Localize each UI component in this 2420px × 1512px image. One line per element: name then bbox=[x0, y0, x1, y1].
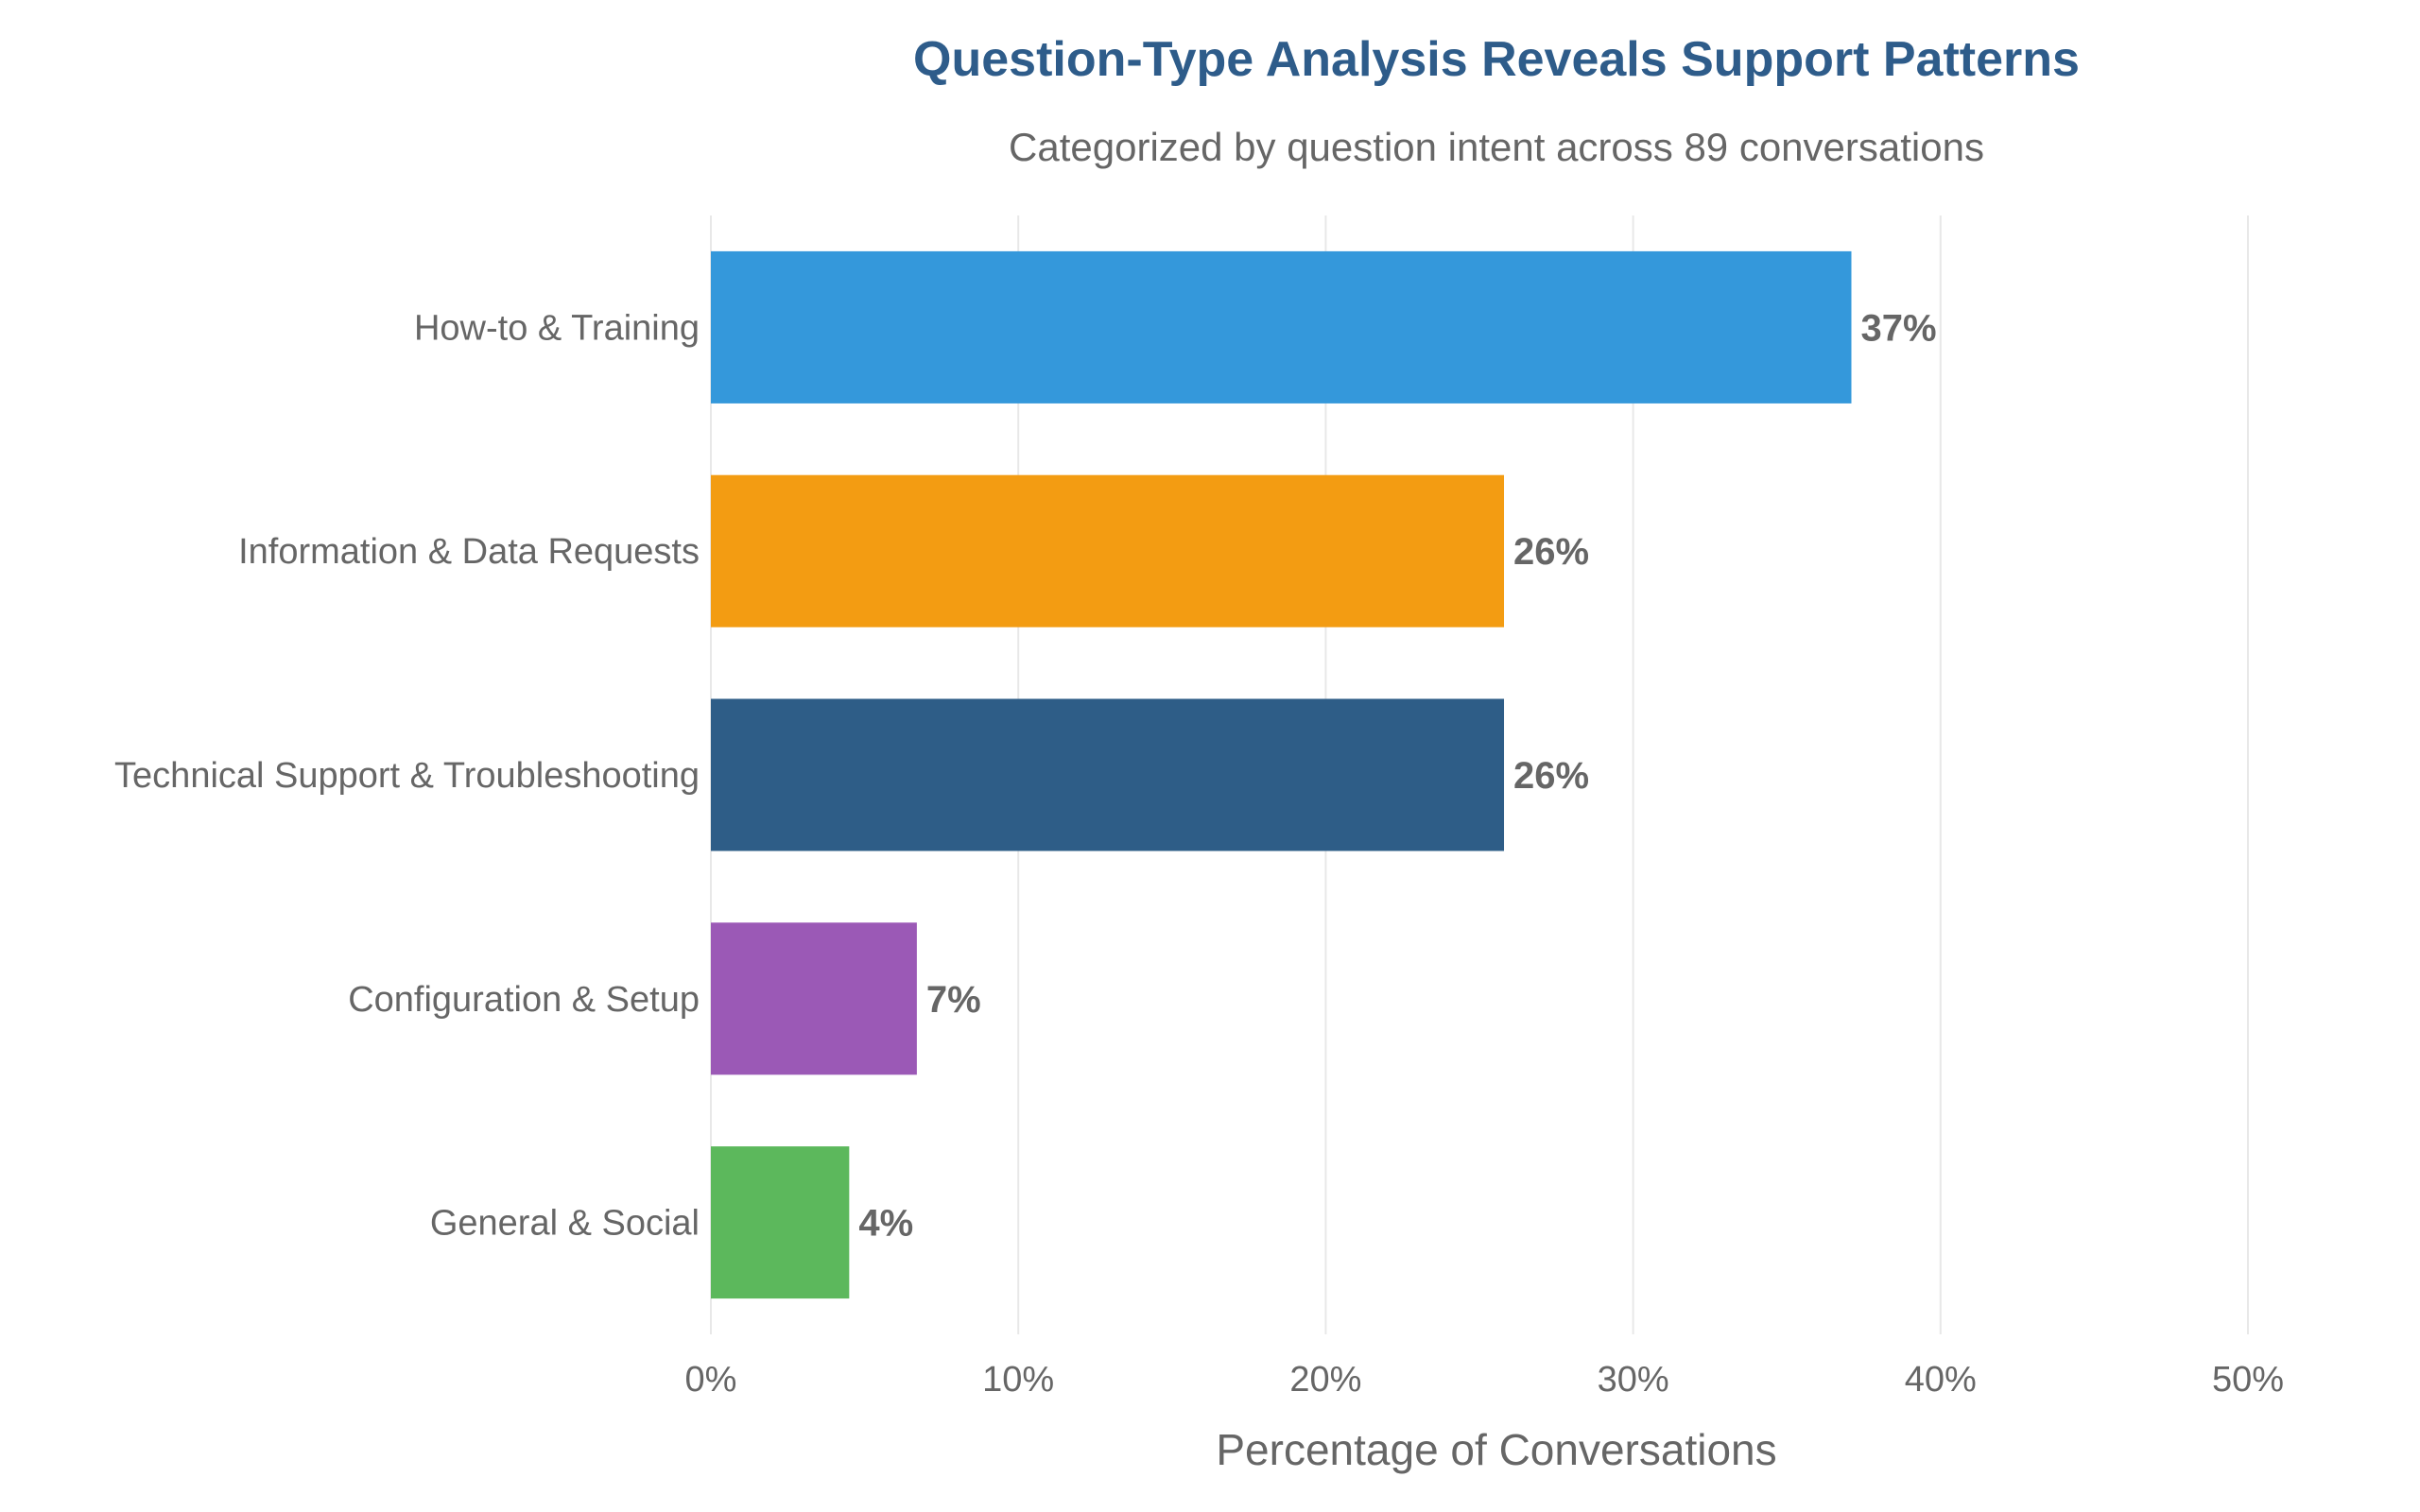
bar bbox=[711, 474, 1505, 627]
x-axis-title: Percentage of Conversations bbox=[1216, 1425, 1776, 1474]
x-tick-label: 30% bbox=[1598, 1360, 1669, 1400]
x-tick-label: 40% bbox=[1905, 1360, 1977, 1400]
bar bbox=[711, 922, 917, 1075]
bar bbox=[711, 698, 1505, 851]
chart-title: Question-Type Analysis Reveals Support P… bbox=[913, 32, 2080, 87]
category-label: Technical Support & Troubleshooting bbox=[114, 756, 700, 796]
x-tick-label: 50% bbox=[2212, 1360, 2284, 1400]
chart-subtitle: Categorized by question intent across 89… bbox=[1009, 125, 1984, 169]
data-label: 26% bbox=[1513, 531, 1589, 573]
bar bbox=[711, 250, 1852, 404]
data-label: 26% bbox=[1513, 755, 1589, 797]
x-tick-label: 10% bbox=[982, 1360, 1054, 1400]
data-label: 7% bbox=[926, 979, 981, 1021]
category-label: How-to & Training bbox=[414, 308, 700, 348]
x-tick-label: 0% bbox=[685, 1360, 737, 1400]
category-label: General & Social bbox=[430, 1204, 700, 1244]
category-label: Information & Data Requests bbox=[238, 532, 700, 572]
data-label: 37% bbox=[1860, 307, 1936, 349]
data-label: 4% bbox=[858, 1203, 913, 1245]
x-tick-label: 20% bbox=[1289, 1360, 1361, 1400]
bar bbox=[711, 1146, 850, 1299]
category-label: Configuration & Setup bbox=[348, 980, 700, 1020]
